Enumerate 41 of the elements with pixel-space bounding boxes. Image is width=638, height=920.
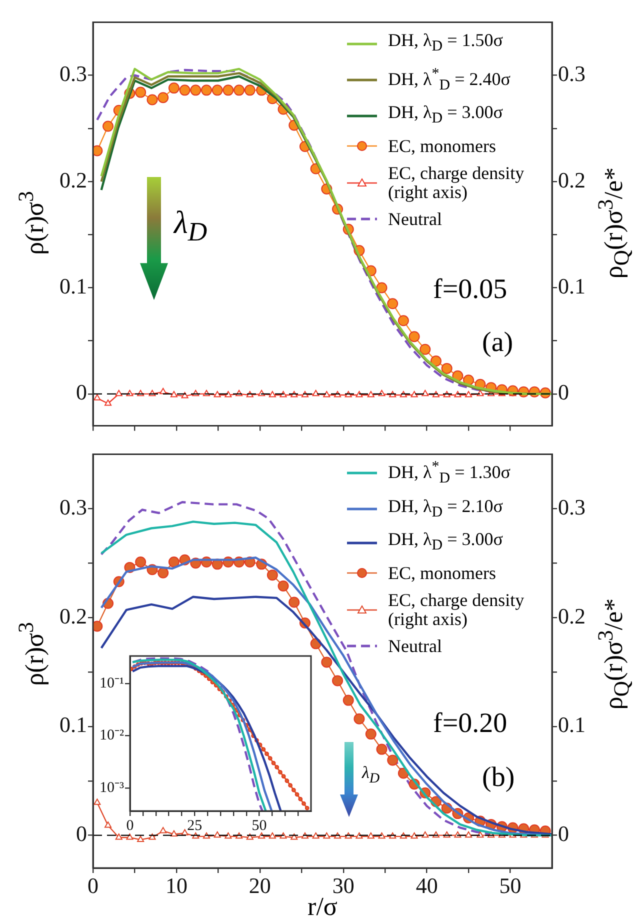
y-tick-label: 0.1 xyxy=(60,712,87,738)
legend-label: DH, λ$_{D}$ = 1.50σ xyxy=(388,30,503,57)
y-tick-label: 10⁻¹ xyxy=(100,676,124,692)
legend-label: EC, charge density (right axis) xyxy=(388,162,526,202)
legend-label: DH, λ$_{D}$ = 2.10σ xyxy=(388,496,503,522)
y-tick-label: 0.2 xyxy=(60,167,87,192)
y2-tick-label: 0.3 xyxy=(558,61,586,86)
x-tick-label: 50 xyxy=(252,818,267,834)
y2-tick-label: 0 xyxy=(558,380,569,405)
annotation: (a) xyxy=(482,327,514,359)
annotation: f=0.20 xyxy=(433,708,508,740)
x-tick-label: 20 xyxy=(248,872,271,898)
y2-tick-label: 0.2 xyxy=(558,167,586,192)
legend-label: DH, λ$^{*}$$_{D}$ = 2.40σ xyxy=(388,64,510,96)
legend-label: DH, λ$_{D}$ = 3.00σ xyxy=(388,529,503,556)
y-tick-label: 10⁻² xyxy=(100,728,124,744)
x-tick-label: 10 xyxy=(165,872,188,898)
annotation: λ$_{D}$ xyxy=(362,763,380,788)
legend-label: DH, λ$^{*}$$_{D}$ = 1.30σ xyxy=(388,458,510,489)
legend-label: Neutral xyxy=(388,208,442,229)
annotation: f=0.05 xyxy=(433,274,508,306)
y-tick-label: 0.3 xyxy=(60,61,87,86)
legend-label: EC, charge density (right axis) xyxy=(388,590,526,629)
legend-label: EC, monomers xyxy=(388,136,496,156)
y-tick-label: 0.1 xyxy=(60,274,87,299)
x-tick-label: 25 xyxy=(187,818,202,834)
legend-label: EC, monomers xyxy=(388,562,496,583)
y2-tick-label: 0.2 xyxy=(558,603,586,628)
x-tick-label: 50 xyxy=(499,872,522,898)
legend-label: DH, λ$_{D}$ = 3.00σ xyxy=(388,102,503,129)
y-tick-label: 0 xyxy=(76,380,87,405)
annotation: (b) xyxy=(482,762,515,794)
y2-tick-label: 0.1 xyxy=(558,274,586,299)
y-tick-label: 10⁻³ xyxy=(100,780,124,796)
annotation: λ$_{D}$ xyxy=(174,204,208,248)
y-tick-label: 0.2 xyxy=(60,603,87,628)
y-tick-label: 0.3 xyxy=(60,494,87,520)
legend-label: Neutral xyxy=(388,636,442,656)
y2-tick-label: 0.1 xyxy=(558,712,586,738)
y2-tick-label: 0.3 xyxy=(558,494,586,520)
x-tick-label: 40 xyxy=(416,872,438,898)
